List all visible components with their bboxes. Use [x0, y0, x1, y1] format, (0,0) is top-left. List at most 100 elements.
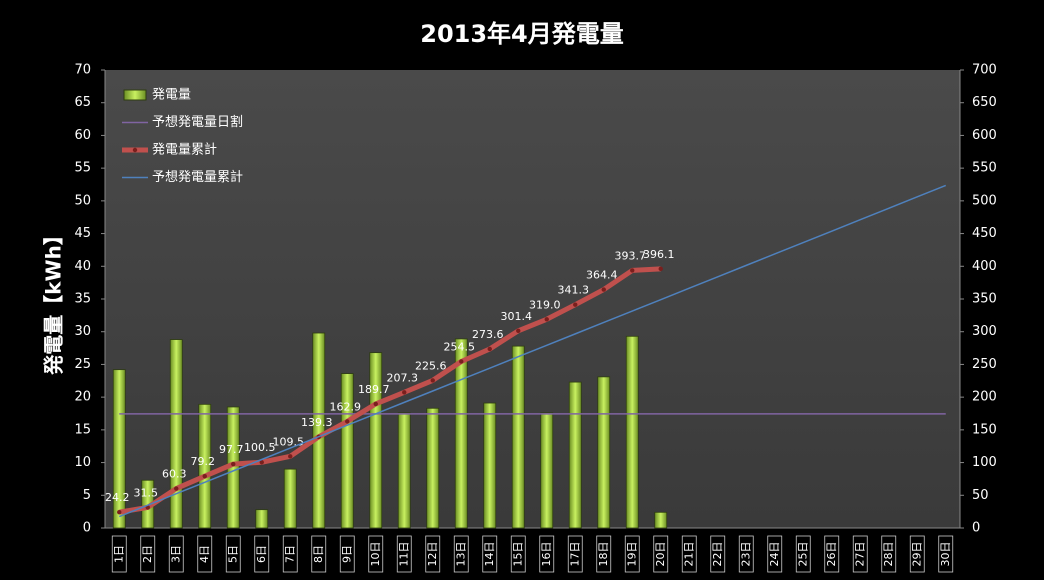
data-label: 31.5 — [134, 486, 159, 499]
bar — [511, 345, 525, 529]
x-tick-label: 3日 — [169, 545, 182, 563]
data-label: 396.1 — [643, 248, 675, 261]
x-label-box — [881, 535, 897, 573]
x-label-box — [510, 535, 526, 573]
data-label: 162.9 — [330, 400, 362, 413]
x-label-box — [653, 535, 669, 573]
x-tick-label: 16日 — [540, 542, 553, 567]
data-label: 109.5 — [273, 435, 305, 448]
data-label: 24.2 — [105, 491, 130, 504]
y-tick-label: 5 — [83, 488, 91, 503]
bar — [654, 511, 668, 529]
x-label-box — [282, 535, 298, 573]
data-label: 189.7 — [358, 383, 390, 396]
y2-tick-label: 150 — [972, 422, 997, 437]
x-label-box — [140, 535, 156, 573]
x-label-box — [681, 535, 697, 573]
point-marker — [658, 266, 663, 272]
x-label-box — [453, 535, 469, 573]
bar — [283, 468, 297, 529]
point-marker — [487, 346, 492, 352]
plot-area — [105, 70, 960, 528]
point-marker — [459, 359, 464, 364]
y2-tick-label: 200 — [972, 390, 997, 405]
x-tick-label: 9日 — [340, 545, 353, 563]
legend-marker — [132, 147, 138, 153]
x-label-box — [795, 535, 811, 573]
point-marker — [430, 378, 435, 383]
legend-label: 発電量 — [152, 88, 191, 103]
bar — [454, 338, 468, 529]
x-tick-label: 15日 — [511, 542, 524, 567]
x-tick-label: 22日 — [711, 542, 724, 567]
x-label-box — [311, 535, 327, 573]
bar — [568, 381, 582, 529]
y2-tick-label: 650 — [972, 95, 997, 110]
point-marker — [544, 317, 549, 322]
x-tick-label: 26日 — [825, 542, 838, 567]
x-label-box — [596, 535, 612, 573]
data-label: 273.6 — [472, 328, 504, 341]
x-label-box — [197, 535, 213, 573]
x-tick-label: 27日 — [853, 542, 866, 567]
point-marker — [231, 461, 236, 467]
bar — [169, 339, 183, 529]
bar — [597, 376, 611, 529]
data-label: 319.0 — [529, 298, 561, 311]
x-tick-label: 20日 — [654, 542, 667, 567]
y2-tick-label: 500 — [972, 193, 997, 208]
y2-tick-label: 50 — [972, 488, 989, 503]
bar — [340, 373, 354, 529]
bar — [426, 407, 440, 529]
bar — [312, 332, 326, 529]
legend-label: 予想発電量日割 — [152, 114, 243, 130]
x-label-box — [168, 535, 184, 573]
bar — [483, 402, 497, 529]
y-tick-label: 30 — [74, 324, 91, 339]
x-label-box — [539, 535, 555, 573]
x-label-box — [254, 535, 270, 573]
data-label: 341.3 — [558, 284, 590, 297]
x-label-box — [225, 535, 241, 573]
x-tick-label: 10日 — [369, 542, 382, 567]
y-tick-label: 0 — [83, 521, 91, 536]
y-tick-label: 55 — [74, 161, 91, 176]
y2-tick-label: 0 — [972, 521, 980, 536]
y-tick-label: 25 — [74, 357, 91, 372]
data-label: 139.3 — [301, 416, 333, 429]
y2-tick-label: 300 — [972, 324, 997, 339]
bar — [255, 509, 269, 529]
x-tick-label: 25日 — [796, 542, 809, 567]
x-label-box — [482, 535, 498, 573]
data-label: 225.6 — [415, 359, 447, 372]
x-tick-label: 4日 — [198, 545, 211, 563]
x-tick-label: 8日 — [312, 545, 325, 563]
x-tick-label: 14日 — [483, 542, 496, 567]
x-tick-label: 5日 — [226, 545, 239, 563]
x-label-box — [938, 535, 954, 573]
y2-tick-label: 100 — [972, 455, 997, 470]
x-label-box — [710, 535, 726, 573]
data-label: 207.3 — [387, 371, 419, 384]
x-tick-label: 21日 — [682, 542, 695, 567]
legend-swatch — [123, 89, 147, 101]
x-label-box — [624, 535, 640, 573]
y-tick-label: 60 — [74, 128, 91, 143]
x-tick-label: 13日 — [454, 542, 467, 567]
x-label-box — [909, 535, 925, 573]
point-marker — [516, 328, 521, 333]
x-label-box — [111, 535, 127, 573]
point-marker — [373, 401, 378, 407]
legend-label: 発電量累計 — [152, 142, 217, 158]
x-label-box — [824, 535, 840, 573]
x-tick-label: 19日 — [625, 542, 638, 567]
x-label-box — [852, 535, 868, 573]
chart-title: 2013年4月発電量 — [420, 20, 624, 48]
y2-tick-label: 350 — [972, 292, 997, 307]
point-marker — [202, 473, 207, 479]
data-label: 79.2 — [191, 455, 216, 468]
point-marker — [630, 268, 635, 273]
line — [118, 266, 661, 515]
y-tick-label: 70 — [74, 63, 91, 78]
point-marker — [601, 287, 606, 292]
